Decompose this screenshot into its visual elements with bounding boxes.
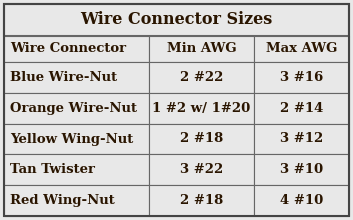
Bar (149, 62, 254, 93)
Text: 2 #14: 2 #14 (280, 102, 323, 115)
Bar (254, 154, 349, 185)
Bar (254, 62, 349, 93)
Text: Orange Wire-Nut: Orange Wire-Nut (10, 102, 137, 115)
Text: Min AWG: Min AWG (167, 42, 236, 55)
Bar (4, 4, 349, 36)
Bar (4, 154, 149, 185)
Text: Yellow Wing-Nut: Yellow Wing-Nut (10, 132, 133, 145)
Bar (4, 93, 149, 124)
Bar (4, 124, 149, 154)
Text: 3 #10: 3 #10 (280, 163, 323, 176)
Text: 3 #22: 3 #22 (180, 163, 223, 176)
Text: 4 #10: 4 #10 (280, 194, 323, 207)
Text: Wire Connector Sizes: Wire Connector Sizes (80, 11, 273, 29)
Bar (254, 185, 349, 216)
Bar (149, 124, 254, 154)
Text: 3 #12: 3 #12 (280, 132, 323, 145)
Text: Wire Connector: Wire Connector (10, 42, 126, 55)
Text: Red Wing-Nut: Red Wing-Nut (10, 194, 115, 207)
Bar (149, 36, 254, 62)
Bar (254, 93, 349, 124)
Bar (4, 185, 149, 216)
Bar (4, 62, 149, 93)
Text: Tan Twister: Tan Twister (10, 163, 95, 176)
Text: Blue Wire-Nut: Blue Wire-Nut (10, 71, 117, 84)
Bar (149, 93, 254, 124)
Bar (149, 154, 254, 185)
Text: 2 #18: 2 #18 (180, 194, 223, 207)
Text: Max AWG: Max AWG (266, 42, 337, 55)
Bar (149, 185, 254, 216)
Bar (254, 36, 349, 62)
Text: 3 #16: 3 #16 (280, 71, 323, 84)
Text: 1 #2 w/ 1#20: 1 #2 w/ 1#20 (152, 102, 251, 115)
Text: 2 #18: 2 #18 (180, 132, 223, 145)
Text: 2 #22: 2 #22 (180, 71, 223, 84)
Bar (254, 124, 349, 154)
Bar (4, 36, 149, 62)
